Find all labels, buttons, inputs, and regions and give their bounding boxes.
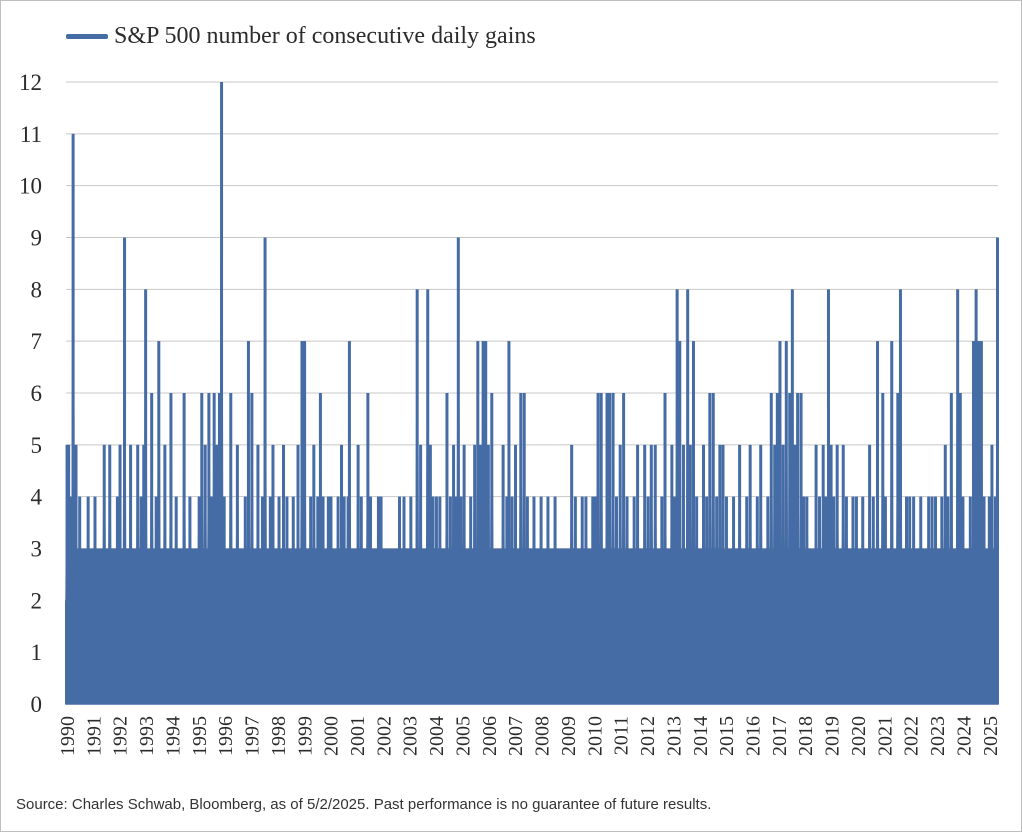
x-tick-label: 2013 <box>663 716 685 756</box>
x-tick-label: 2017 <box>769 716 791 756</box>
legend-swatch <box>66 33 108 39</box>
x-tick-label: 1998 <box>268 716 290 756</box>
x-tick-label: 2025 <box>980 716 1002 756</box>
x-tick-label: 2003 <box>400 716 422 756</box>
y-tick-label: 8 <box>31 277 43 302</box>
x-tick-label: 2001 <box>347 716 369 756</box>
y-tick-label: 6 <box>31 381 43 406</box>
x-tick-label: 2015 <box>716 716 738 756</box>
x-tick-label: 2000 <box>321 716 343 756</box>
x-tick-label: 2007 <box>505 716 527 756</box>
y-tick-label: 0 <box>31 692 43 717</box>
source-footnote: Source: Charles Schwab, Bloomberg, as of… <box>16 796 712 813</box>
chart-legend: S&P 500 number of consecutive daily gain… <box>66 20 536 52</box>
y-tick-label: 9 <box>31 226 43 251</box>
x-axis: 1990 1991 1992 1993 1994 1995 1996 1997 1998 1999… <box>57 716 1002 756</box>
x-tick-label: 2018 <box>795 716 817 756</box>
x-tick-label: 2019 <box>822 716 844 756</box>
x-tick-label: 2023 <box>927 716 949 756</box>
x-tick-label: 1992 <box>110 716 132 756</box>
x-tick-label: 1990 <box>57 716 79 756</box>
x-tick-label: 1991 <box>83 716 105 756</box>
y-tick-label: 5 <box>31 433 43 458</box>
y-tick-label: 12 <box>19 70 42 95</box>
y-tick-label: 1 <box>31 640 43 665</box>
x-tick-label: 2016 <box>742 716 764 756</box>
x-tick-label: 1996 <box>215 716 237 756</box>
x-tick-label: 1995 <box>189 716 211 756</box>
x-tick-label: 1993 <box>136 716 158 756</box>
x-tick-label: 2011 <box>611 716 633 755</box>
x-tick-label: 2006 <box>479 716 501 756</box>
x-tick-label: 2010 <box>584 716 606 756</box>
x-tick-label: 2009 <box>558 716 580 756</box>
y-tick-label: 4 <box>31 485 43 510</box>
x-tick-label: 2020 <box>848 716 870 756</box>
x-tick-label: 2002 <box>373 716 395 756</box>
x-tick-label: 2021 <box>874 716 896 756</box>
x-tick-label: 1999 <box>294 716 316 756</box>
legend-label: S&P 500 number of consecutive daily gain… <box>114 22 536 49</box>
x-tick-label: 2012 <box>637 716 659 756</box>
x-tick-label: 2005 <box>452 716 474 756</box>
x-tick-label: 1997 <box>242 716 264 756</box>
x-tick-label: 2022 <box>901 716 923 756</box>
series-area <box>65 81 999 705</box>
y-tick-label: 10 <box>19 174 42 199</box>
y-tick-label: 11 <box>20 122 42 147</box>
y-tick-label: 2 <box>31 588 43 613</box>
x-tick-label: 2024 <box>953 716 975 756</box>
x-tick-label: 1994 <box>162 716 184 756</box>
y-tick-label: 3 <box>31 537 43 562</box>
x-tick-label: 2014 <box>690 716 712 756</box>
x-tick-label: 2004 <box>426 716 448 756</box>
x-tick-label: 2008 <box>532 716 554 756</box>
y-tick-label: 7 <box>31 329 43 354</box>
